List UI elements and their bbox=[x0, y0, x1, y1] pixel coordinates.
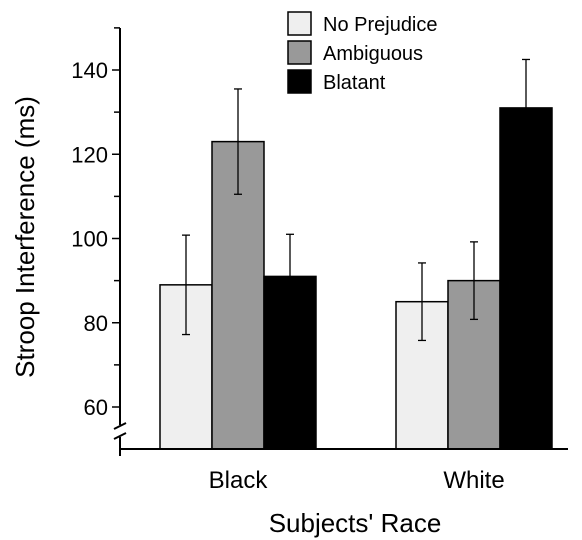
bar-white-blatant bbox=[499, 107, 553, 450]
y-axis-title: Stroop Interference (ms) bbox=[10, 96, 40, 378]
y-tick-label: 120 bbox=[71, 142, 108, 167]
y-tick-label: 100 bbox=[71, 227, 108, 252]
y-tick-label: 80 bbox=[84, 311, 108, 336]
y-tick-label: 60 bbox=[84, 395, 108, 420]
legend-label: Blatant bbox=[323, 72, 386, 94]
axis-break-mark bbox=[113, 422, 127, 430]
legend-label: No Prejudice bbox=[323, 14, 438, 36]
legend-label: Ambiguous bbox=[323, 43, 423, 65]
y-tick-label: 140 bbox=[71, 58, 108, 83]
legend-swatch bbox=[287, 69, 312, 94]
legend: No Prejudice Ambiguous Blatant bbox=[287, 11, 438, 94]
x-tick-label: Black bbox=[209, 467, 269, 494]
legend-swatch bbox=[287, 40, 312, 65]
plot-area: Black White 60 80 100 120 140 bbox=[71, 27, 568, 494]
axis-break-mark bbox=[113, 432, 127, 440]
x-tick-label: White bbox=[443, 467, 504, 494]
legend-swatch bbox=[287, 11, 312, 36]
x-axis-title: Subjects' Race bbox=[269, 508, 442, 538]
